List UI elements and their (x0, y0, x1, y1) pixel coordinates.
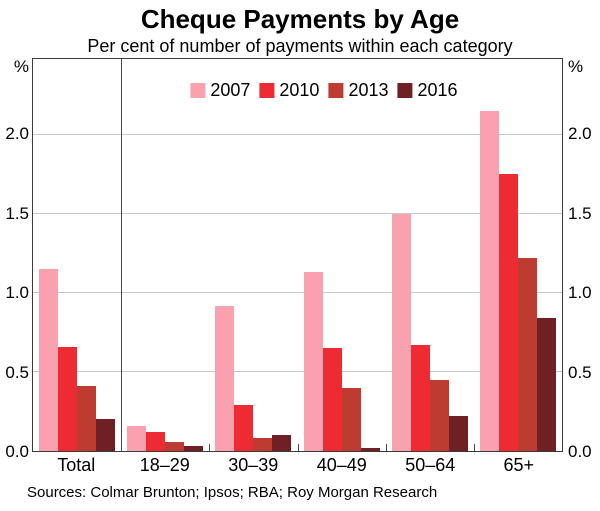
axis-unit-right: % (568, 57, 584, 76)
bar-2010-Total (58, 346, 78, 451)
y-tick-right-0.5: 0.5 (568, 362, 592, 382)
bar-2013-40–49 (341, 387, 361, 451)
category-separator (121, 59, 123, 451)
x-label-50–64: 50–64 (405, 455, 456, 475)
plot-area: 2007 2010 2013 2016 (32, 58, 563, 452)
chart-subtitle: Per cent of number of payments within ea… (87, 36, 513, 56)
bar-2016-50–64 (448, 416, 468, 451)
bar-2007-18–29 (127, 425, 147, 451)
legend-label-2010: 2010 (279, 80, 320, 100)
y-tick-left-0.0: 0.0 (5, 442, 29, 461)
legend-swatch-2010 (259, 83, 275, 98)
legend-label-2013: 2013 (348, 80, 389, 100)
bar-2016-18–29 (184, 446, 204, 451)
x-label-Total: Total (57, 455, 96, 475)
gridline-1.5 (33, 212, 562, 214)
bar-group-50–64 (386, 59, 474, 451)
boundary-tick (209, 444, 211, 451)
bar-2016-30–39 (272, 435, 292, 451)
x-label-18–29: 18–29 (139, 455, 190, 475)
boundary-tick (297, 444, 299, 451)
bar-group-40–49 (298, 59, 386, 451)
bar-2013-65+ (517, 258, 537, 451)
bar-2010-65+ (498, 174, 518, 451)
legend: 2007 2010 2013 2016 (190, 80, 458, 101)
y-tick-right-2.0: 2.0 (568, 124, 592, 144)
legend-swatch-2016 (397, 83, 413, 98)
bar-2016-40–49 (360, 447, 380, 451)
legend-swatch-2013 (328, 83, 344, 98)
axis-unit-left: % (13, 57, 29, 76)
boundary-tick (473, 444, 475, 451)
legend-item-2010: 2010 (259, 80, 319, 101)
bar-2010-18–29 (146, 432, 166, 451)
boundary-tick (385, 444, 387, 451)
gridline-1 (33, 291, 562, 293)
legend-label-2007: 2007 (210, 80, 251, 100)
x-label-40–49: 40–49 (316, 455, 367, 475)
bar-2007-40–49 (303, 272, 323, 451)
source-note: Sources: Colmar Brunton; Ipsos; RBA; Roy… (27, 484, 438, 501)
bar-2010-40–49 (322, 348, 342, 451)
y-tick-left-2.0: 2.0 (5, 124, 29, 144)
bar-2013-30–39 (253, 438, 273, 451)
x-label-30–39: 30–39 (228, 455, 279, 475)
bar-2013-Total (77, 386, 97, 451)
bar-2007-65+ (479, 111, 499, 451)
gridline-2 (33, 133, 562, 135)
bar-2010-50–64 (410, 345, 430, 451)
x-label-65+: 65+ (503, 455, 535, 475)
legend-label-2016: 2016 (417, 80, 458, 100)
bar-2016-Total (96, 419, 116, 451)
bar-2013-50–64 (429, 379, 449, 451)
bar-2007-Total (39, 269, 59, 451)
gridline-0.5 (33, 370, 562, 372)
legend-item-2016: 2016 (397, 80, 458, 101)
bar-group-30–39 (209, 59, 297, 451)
y-tick-left-1.5: 1.5 (5, 203, 29, 223)
y-tick-right-1.5: 1.5 (568, 203, 592, 223)
chart-title: Cheque Payments by Age (140, 4, 460, 34)
bar-2007-30–39 (215, 305, 235, 451)
y-tick-left-1.0: 1.0 (5, 283, 29, 303)
bar-group-65+ (474, 59, 562, 451)
x-axis-labels: Total 18–29 30–39 40–49 50–64 65+ (32, 455, 563, 476)
bar-2013-18–29 (165, 441, 185, 451)
legend-swatch-2007 (190, 83, 206, 98)
legend-item-2007: 2007 (190, 80, 250, 101)
y-tick-left-0.5: 0.5 (5, 362, 29, 382)
bar-group-Total (33, 59, 121, 451)
y-tick-right-0.0: 0.0 (568, 442, 592, 461)
bar-2010-30–39 (234, 405, 254, 451)
bar-2007-50–64 (391, 213, 411, 451)
legend-item-2013: 2013 (328, 80, 388, 101)
bar-2016-65+ (536, 318, 556, 451)
y-tick-right-1.0: 1.0 (568, 283, 592, 303)
bar-group-18–29 (121, 59, 209, 451)
bars-layer (33, 59, 562, 451)
